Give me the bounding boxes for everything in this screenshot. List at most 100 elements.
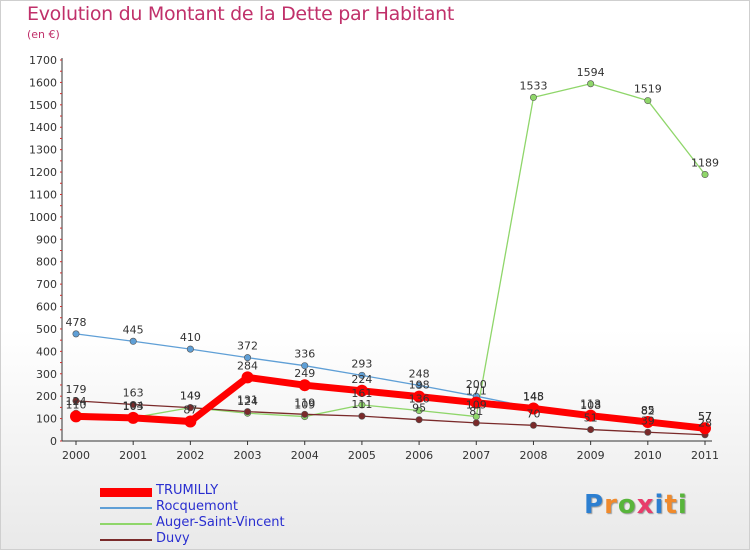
series-line — [75, 83, 706, 419]
x-tick-label: 2011 — [691, 449, 719, 462]
data-label: 200 — [466, 378, 487, 391]
data-point — [641, 415, 654, 428]
series-duvy — [72, 397, 709, 439]
x-tick-label: 2000 — [62, 449, 90, 462]
y-tick-label: 0 — [50, 435, 57, 448]
data-label: 1189 — [691, 157, 719, 170]
x-tick-label: 2004 — [291, 449, 319, 462]
x-tick-label: 2005 — [348, 449, 376, 462]
x-tick-label: 2002 — [176, 449, 204, 462]
y-tick-label: 900 — [36, 233, 57, 246]
data-point — [587, 80, 595, 88]
data-label: 108 — [580, 399, 601, 412]
x-tick-label: 2009 — [577, 449, 605, 462]
data-point — [72, 330, 80, 338]
data-label: 103 — [123, 400, 144, 413]
data-label: 293 — [351, 357, 372, 370]
x-tick-label: 2010 — [634, 449, 662, 462]
data-point — [298, 379, 311, 392]
data-label: 445 — [123, 323, 144, 336]
series-layer — [70, 80, 711, 439]
data-point — [529, 421, 537, 429]
data-point — [584, 409, 597, 422]
data-label: 224 — [351, 373, 372, 386]
data-label: 113 — [580, 398, 601, 411]
data-label: 85 — [641, 404, 655, 417]
axes — [60, 58, 712, 442]
data-label: 39 — [641, 414, 655, 427]
legend-swatch — [100, 539, 152, 541]
y-tick-label: 700 — [36, 278, 57, 291]
data-label: 1533 — [519, 79, 547, 92]
data-point — [358, 371, 366, 379]
y-tick-label: 1200 — [29, 166, 57, 179]
data-point — [527, 402, 540, 415]
legend-label: Auger-Saint-Vincent — [156, 515, 285, 530]
data-point — [241, 371, 254, 384]
y-tick-label: 300 — [36, 368, 57, 381]
data-label: 111 — [351, 398, 372, 411]
series-line — [75, 400, 706, 436]
data-label: 104 — [123, 400, 144, 413]
x-tick-label: 2003 — [234, 449, 262, 462]
x-tick-label: 2006 — [405, 449, 433, 462]
legend-label: TRUMILLY — [156, 483, 219, 498]
data-label: 198 — [409, 379, 430, 392]
data-label: 149 — [180, 390, 201, 403]
data-point — [470, 396, 483, 409]
data-label: 124 — [237, 395, 258, 408]
x-axis-ticks: 2000 2001 2002 2003 2004 2005 2006 2007 2008 2009… — [62, 441, 719, 462]
data-label: 171 — [466, 385, 487, 398]
y-tick-label: 100 — [36, 413, 57, 426]
data-labels: 110 103 87 284 249 224 198 171 145 113 85 57 478 445 4… — [66, 66, 720, 430]
data-label: 110 — [66, 398, 87, 411]
data-point — [129, 337, 137, 345]
data-point — [701, 171, 709, 179]
data-point — [413, 390, 426, 403]
data-label: 124 — [66, 395, 87, 408]
data-point — [587, 426, 595, 434]
data-label: 81 — [469, 405, 483, 418]
y-tick-label: 200 — [36, 390, 57, 403]
y-tick-label: 1100 — [29, 188, 57, 201]
data-label: 163 — [123, 386, 144, 399]
series-line — [75, 333, 706, 429]
y-tick-label: 600 — [36, 301, 57, 314]
legend-swatch — [100, 487, 152, 497]
x-tick-label: 2008 — [519, 449, 547, 462]
data-label: 284 — [237, 359, 258, 372]
y-tick-label: 1600 — [29, 76, 57, 89]
data-label: 149 — [180, 390, 201, 403]
proxiti-logo: Proxiti — [584, 490, 688, 520]
y-tick-label: 1400 — [29, 121, 57, 134]
data-label: 248 — [409, 367, 430, 380]
data-point — [72, 397, 80, 405]
data-point — [186, 404, 194, 412]
data-point — [529, 93, 537, 101]
x-tick-label: 2007 — [462, 449, 490, 462]
data-label: 57 — [698, 410, 712, 423]
data-point — [472, 419, 480, 427]
data-label: 372 — [237, 340, 258, 353]
data-label: 70 — [526, 407, 540, 420]
y-axis-ticks: 0 100 200 300 400 500 600 700 800 900 1000 1100 1200… — [29, 54, 57, 448]
data-label: 109 — [466, 399, 487, 412]
y-tick-label: 400 — [36, 345, 57, 358]
line-chart: 0 100 200 300 400 500 600 700 800 900 1000 1100 1200… — [29, 54, 720, 462]
legend-label: Rocquemont — [156, 499, 238, 514]
chart-title: Evolution du Montant de la Dette par Hab… — [27, 3, 455, 25]
data-point — [699, 422, 711, 435]
data-label: 336 — [294, 348, 315, 361]
y-tick-label: 1000 — [29, 211, 57, 224]
y-tick-label: 1700 — [29, 54, 57, 67]
data-label: 119 — [294, 396, 315, 409]
data-point — [415, 381, 423, 389]
data-point — [129, 400, 137, 408]
data-point — [301, 410, 309, 418]
x-tick-label: 2001 — [119, 449, 147, 462]
data-label: 145 — [523, 391, 544, 404]
data-point — [244, 408, 252, 416]
chart-subtitle: (en €) — [27, 28, 60, 41]
data-label: 57 — [698, 410, 712, 423]
data-label: 249 — [294, 367, 315, 380]
